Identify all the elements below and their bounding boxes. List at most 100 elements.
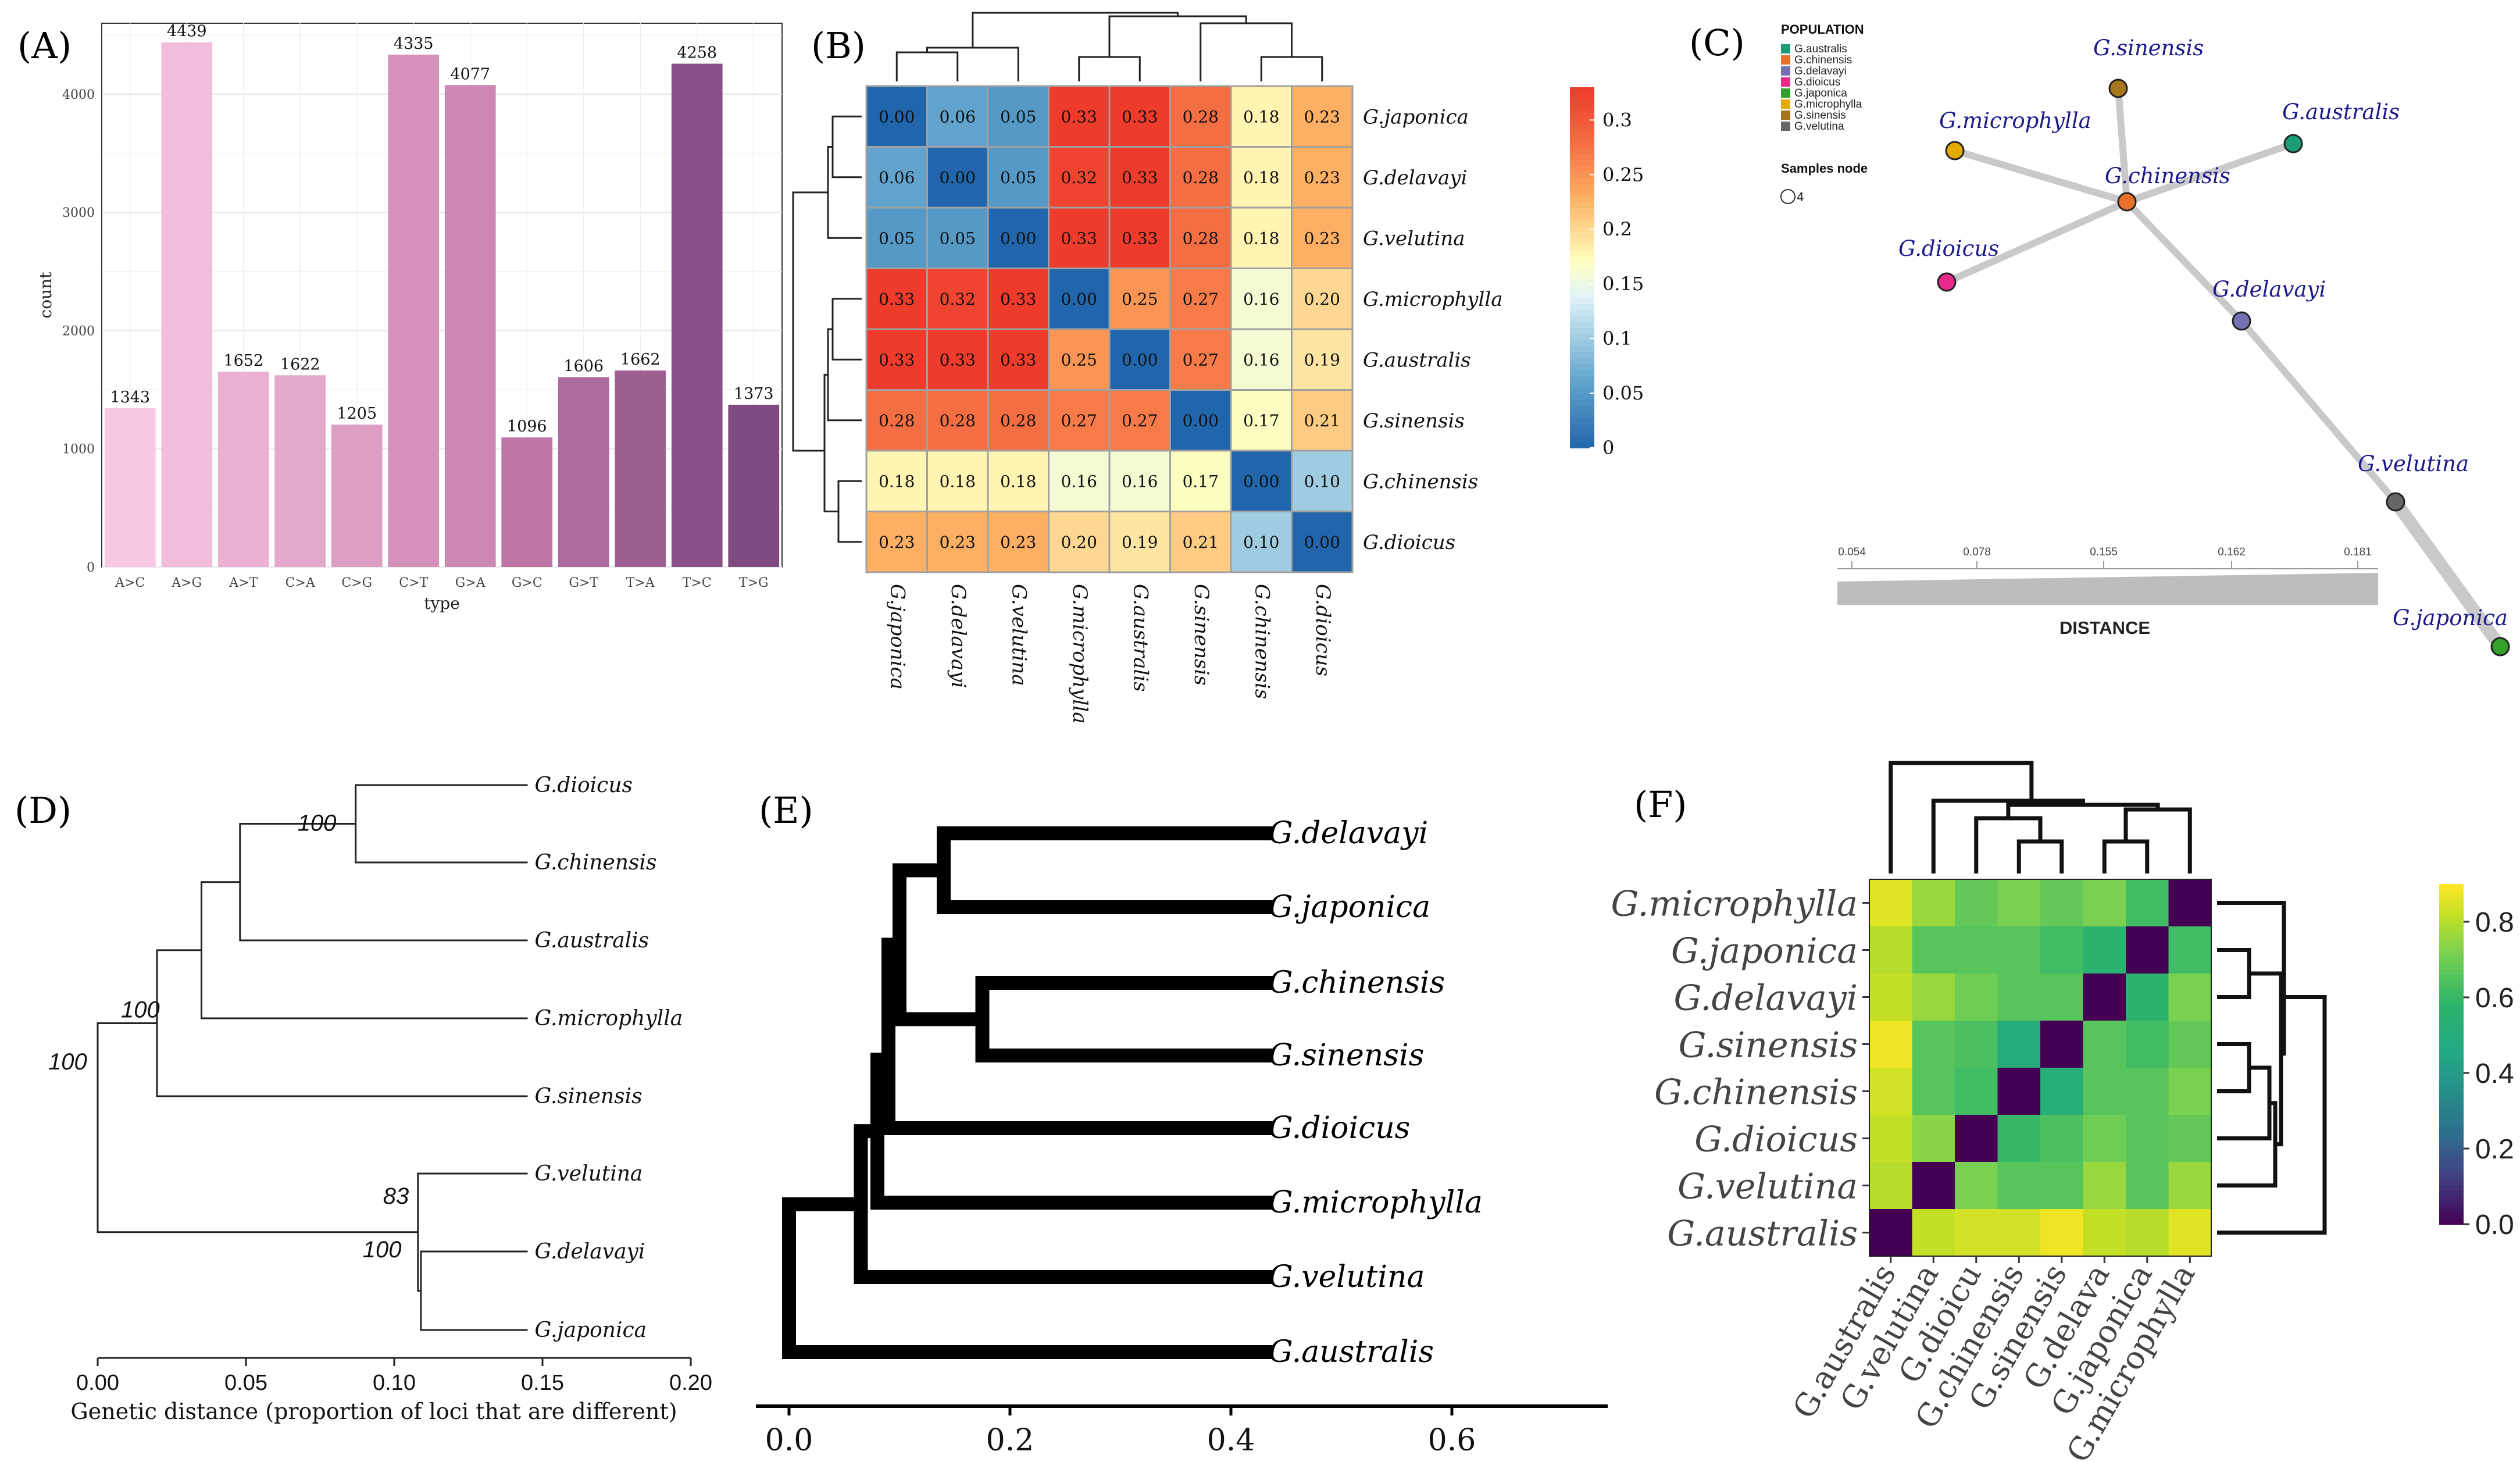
colorbar-segment — [2439, 975, 2464, 981]
x-tick-label-e: 0.6 — [1428, 1423, 1476, 1458]
bar-A>C — [104, 408, 156, 567]
size-legend-title: Samples node — [1781, 161, 1868, 176]
col-dendrogram-branch — [1889, 761, 2034, 873]
heatmap-cell-label: 0.33 — [1122, 107, 1158, 126]
colorbar-segment — [2439, 952, 2464, 958]
colorbar-segment — [1570, 358, 1594, 365]
colorbar-segment — [2439, 957, 2464, 964]
row-label: G.velutina — [1363, 227, 1465, 250]
colorbar-segment — [2439, 992, 2464, 998]
colorbar-segment — [2439, 1156, 2464, 1163]
tip-label: G.delavayi — [535, 1240, 645, 1264]
colorbar-segment — [2439, 1043, 2464, 1049]
x-tick-label: A>C — [115, 576, 145, 590]
heatmap-cell — [1955, 974, 1998, 1021]
heatmap-cell — [1869, 1021, 1912, 1068]
heatmap-cell — [2040, 1162, 2083, 1210]
bar-C>A — [274, 375, 326, 567]
plot-area-a — [101, 23, 783, 568]
colorbar-segment — [1570, 261, 1594, 268]
col-label: G.dioicus — [1311, 584, 1334, 676]
heatmap-cell-label: 0.27 — [1122, 411, 1158, 430]
heatmap-cell — [1912, 974, 1955, 1021]
colorbar-segment — [1570, 135, 1594, 142]
heatmap-cell-label: 0.21 — [1183, 533, 1219, 552]
tree-branch — [420, 1250, 528, 1331]
legend-entry: G.japonica — [1794, 87, 1847, 99]
heatmap-cell — [1048, 206, 1111, 269]
size-legend-circle — [1780, 189, 1796, 204]
colorbar-segment — [1570, 177, 1594, 184]
col-dendrogram-branch — [1200, 22, 1293, 81]
legend-swatch — [1781, 44, 1790, 54]
heatmap-cell — [1912, 1115, 1955, 1163]
heatmap-cell — [987, 146, 1050, 209]
heatmap-cell-label: 0.33 — [879, 290, 915, 309]
heatmap-cell-label: 0.05 — [1000, 168, 1036, 187]
row-label: G.australis — [1363, 348, 1471, 372]
row-dendrogram-branch — [2249, 971, 2283, 1147]
network-node-label: G.japonica — [2393, 605, 2508, 630]
network-edge — [2389, 495, 2507, 653]
legend-swatch — [1781, 55, 1790, 65]
colorbar-segment — [1570, 231, 1594, 238]
tip-label: G.microphylla — [1269, 1185, 1483, 1220]
x-axis-title-d: Genetic distance (proportion of loci tha… — [70, 1399, 677, 1424]
heatmap-cell-label: 0.19 — [1304, 350, 1340, 369]
colorbar-segment — [2439, 1093, 2464, 1100]
legend-swatch — [1781, 110, 1790, 120]
bar-T>A — [615, 370, 666, 567]
heatmap-cell — [1912, 926, 1955, 974]
heatmap-cell — [2168, 1068, 2212, 1115]
heatmap-cell — [926, 206, 989, 269]
heatmap-cell — [1869, 1209, 1912, 1257]
colorbar-segment — [2439, 1003, 2464, 1010]
heatmap-cell-label: 0.16 — [1243, 350, 1279, 369]
heatmap-cell — [987, 450, 1050, 512]
heatmap-cell — [1997, 879, 2041, 927]
heatmap-cell-label: 0.28 — [1000, 411, 1036, 430]
tip-label: G.sinensis — [1269, 1038, 1424, 1073]
heatmap-cell — [1230, 389, 1293, 452]
heatmap-cell — [1169, 511, 1232, 573]
heatmap-cell — [1291, 85, 1354, 148]
tip-label: G.japonica — [535, 1318, 647, 1342]
heatmap-cell — [1869, 1115, 1912, 1163]
panel-label-e: (E) — [759, 789, 813, 832]
heatmap-cell — [2168, 1162, 2212, 1210]
colorbar-segment — [1570, 171, 1594, 178]
col-label: G.australis — [1129, 584, 1152, 692]
row-label: G.delavayi — [1674, 978, 1858, 1019]
heatmap-cell-label: 0.20 — [1304, 290, 1340, 309]
colorbar-segment — [1570, 153, 1594, 160]
colorbar-segment — [1570, 315, 1594, 322]
network-node — [1937, 272, 1957, 292]
heatmap-cell — [2040, 1021, 2083, 1068]
colorbar-segment — [2439, 946, 2464, 953]
network-node-label: G.chinensis — [2105, 163, 2230, 188]
heatmap-cell — [2126, 974, 2169, 1021]
bar-value-label: 1622 — [280, 355, 320, 373]
heatmap-cell — [1955, 1209, 1998, 1257]
colorbar-segment — [2439, 1184, 2464, 1191]
colorbar-tick-label: 0.15 — [1602, 273, 1644, 295]
heatmap-cell — [1108, 206, 1171, 269]
colorbar-segment — [1570, 430, 1594, 437]
row-label: G.delavayi — [1363, 166, 1467, 190]
colorbar-tick-label: 0.2 — [2475, 1134, 2514, 1165]
heatmap-cell — [2126, 1021, 2169, 1068]
heatmap-cell-label: 0.00 — [940, 168, 976, 187]
x-tick-label: G>A — [455, 576, 486, 590]
row-label: G.velutina — [1677, 1167, 1858, 1207]
heatmap-cell — [1108, 268, 1171, 330]
heatmap-cell-label: 0.00 — [1304, 533, 1340, 552]
colorbar-segment — [2439, 1014, 2464, 1021]
tip-label: G.microphylla — [535, 1007, 683, 1030]
heatmap-cell — [2040, 1068, 2083, 1115]
bar-value-label: 1373 — [734, 385, 774, 403]
legend-swatch — [1781, 77, 1790, 87]
heatmap-cell-label: 0.17 — [1243, 411, 1279, 430]
heatmap-cell — [1869, 926, 1912, 974]
heatmap-cell — [926, 268, 989, 330]
bootstrap-label: 100 — [121, 997, 160, 1022]
